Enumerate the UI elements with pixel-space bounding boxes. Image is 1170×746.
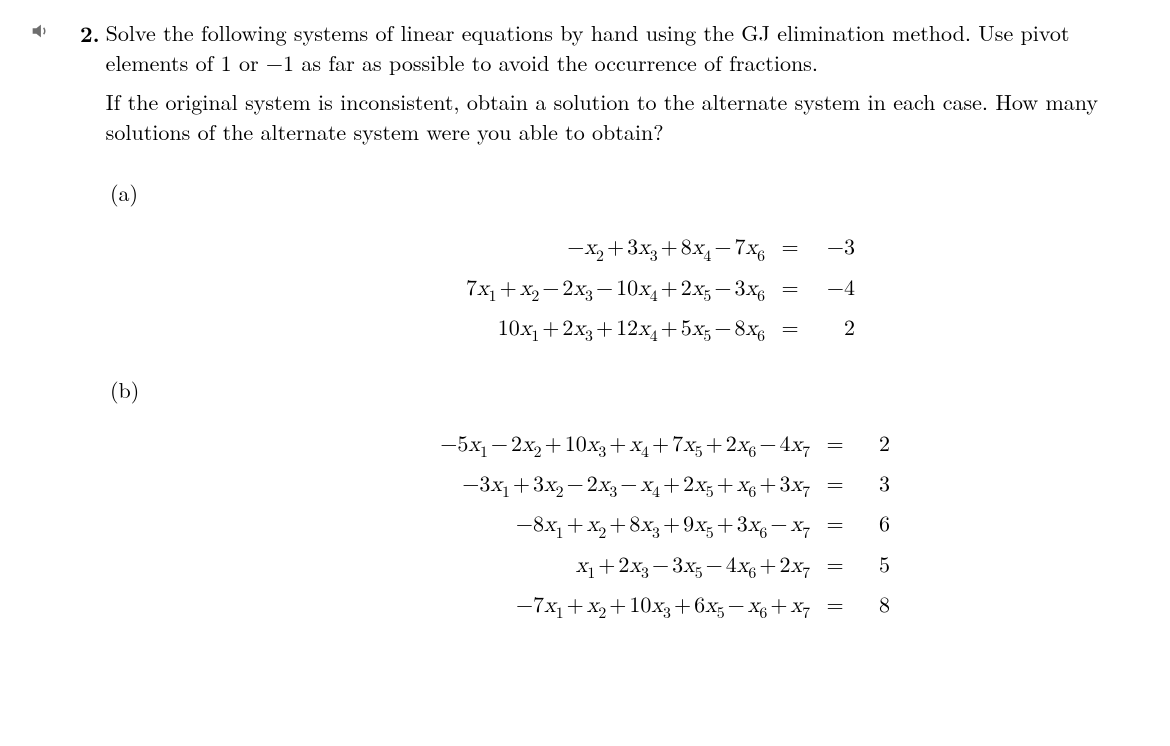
equation-lhs: x1+2x3−3x5−4x6+2x7 (310, 553, 810, 583)
equation-lhs: −8x1+x2+8x3+9x5+3x6−x7 (310, 512, 810, 542)
equals-sign: = (810, 593, 860, 619)
para1-prefix: Solve (106, 17, 156, 48)
equation-rhs: 2 (815, 316, 855, 342)
equals-sign: = (765, 316, 815, 342)
part-a-label: (a) (110, 177, 1120, 208)
problem-number: 2. (80, 18, 100, 49)
equation-row: −7x1+x2+10x3+6x5−x6+x7=8 (310, 593, 890, 623)
equations-b: −5x1−2x2+10x3+x4+7x5+2x6−4x7=2−3x1+3x2−2… (80, 427, 1120, 629)
para1-rest: the following systems of linear equation… (106, 17, 1070, 78)
paragraph-2: If the original system is inconsistent, … (106, 87, 1120, 148)
equation-rhs: 8 (860, 593, 890, 619)
problem-header: 2. Solve the following systems of linear… (80, 18, 1120, 155)
equations-a: −x2+3x3+8x4−7x6=−37x1+x2−2x3−10x4+2x5−3x… (80, 230, 1120, 351)
equation-rhs: 6 (860, 512, 890, 538)
equation-lhs: 10x1+2x3+12x4+5x5−8x6 (345, 316, 765, 346)
part-b-label: (b) (110, 374, 1120, 405)
equals-sign: = (810, 432, 860, 458)
problem-body: Solve the following systems of linear eq… (106, 18, 1120, 155)
equation-lhs: −3x1+3x2−2x3−x4+2x5+x6+3x7 (310, 472, 810, 502)
equals-sign: = (765, 276, 815, 302)
equals-sign: = (810, 553, 860, 579)
equation-row: −5x1−2x2+10x3+x4+7x5+2x6−4x7=2 (310, 432, 890, 462)
equation-row: x1+2x3−3x5−4x6+2x7=5 (310, 553, 890, 583)
audio-icon-wrap (20, 18, 60, 47)
equation-rhs: 2 (860, 432, 890, 458)
equation-row: 10x1+2x3+12x4+5x5−8x6=2 (345, 316, 855, 346)
problem-content: 2. Solve the following systems of linear… (60, 18, 1120, 637)
equation-row: −x2+3x3+8x4−7x6=−3 (345, 235, 855, 265)
equation-rhs: −3 (815, 235, 855, 261)
paragraph-1: Solve the following systems of linear eq… (106, 18, 1120, 79)
equation-rhs: 5 (860, 553, 890, 579)
equation-row: −8x1+x2+8x3+9x5+3x6−x7=6 (310, 512, 890, 542)
equals-sign: = (810, 512, 860, 538)
equation-lhs: −x2+3x3+8x4−7x6 (345, 235, 765, 265)
equation-lhs: −5x1−2x2+10x3+x4+7x5+2x6−4x7 (310, 432, 810, 462)
equation-lhs: −7x1+x2+10x3+6x5−x6+x7 (310, 593, 810, 623)
equation-lhs: 7x1+x2−2x3−10x4+2x5−3x6 (345, 276, 765, 306)
equals-sign: = (765, 235, 815, 261)
equals-sign: = (810, 472, 860, 498)
speaker-icon[interactable] (29, 20, 51, 47)
problem-container: 2. Solve the following systems of linear… (20, 18, 1120, 637)
equation-rhs: −4 (815, 276, 855, 302)
equation-rhs: 3 (860, 472, 890, 498)
equation-row: 7x1+x2−2x3−10x4+2x5−3x6=−4 (345, 276, 855, 306)
equation-row: −3x1+3x2−2x3−x4+2x5+x6+3x7=3 (310, 472, 890, 502)
